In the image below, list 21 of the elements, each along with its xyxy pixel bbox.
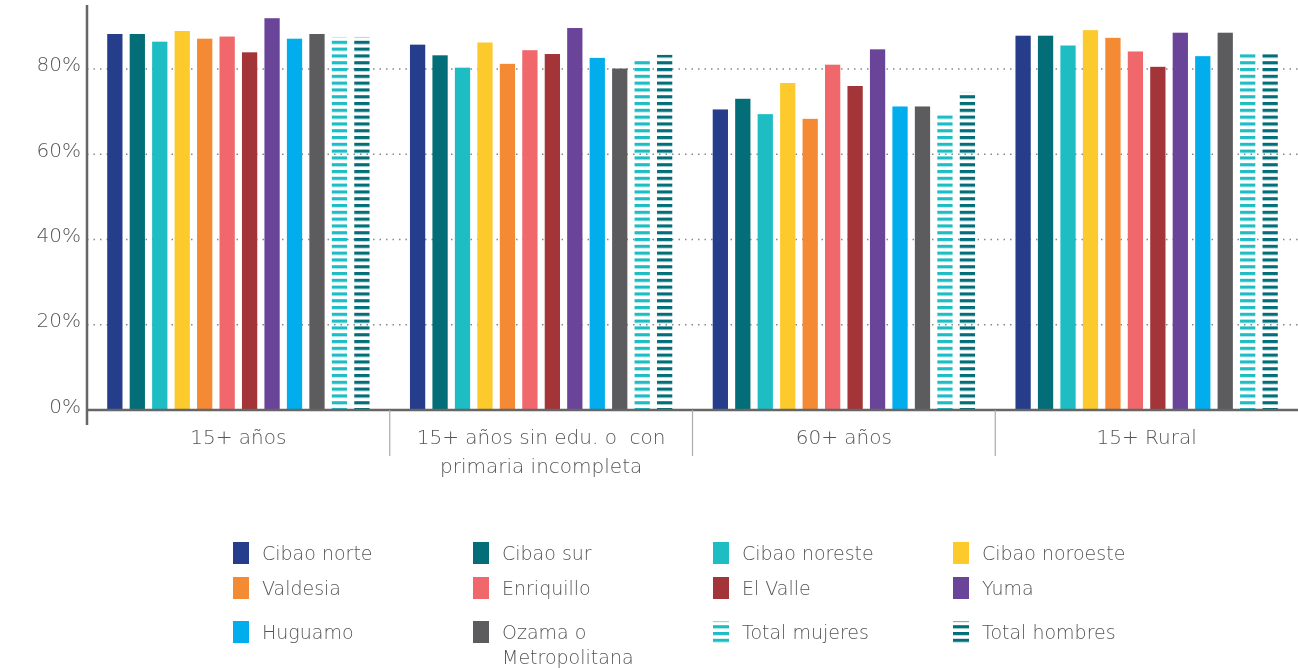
x-tick-label: 60+ años [795,425,892,449]
y-tick-label: 40% [36,222,81,247]
legend-label: Cibao sur [502,542,592,564]
y-tick-label: 80% [36,52,81,77]
y-tick-label: 60% [36,137,81,162]
legend-label: Cibao norte [262,542,373,564]
x-tick-label: 15+ Rural [1096,425,1197,449]
y-tick-label: 20% [36,308,81,333]
legend-label: Total hombres [982,621,1116,643]
legend-label: Cibao noreste [742,542,874,564]
legend-label: Total mujeres [742,621,869,643]
y-tick-label: 0% [49,393,81,418]
legend-label: Cibao noroeste [982,542,1126,564]
legend-label: Huguamo [262,621,354,643]
legend-label: El Valle [742,577,811,599]
legend-label: Enriquillo [502,577,591,599]
x-tick-label: 15+ años [190,425,287,449]
legend-label: Yuma [982,577,1034,599]
legend-label: Ozama o Metropolitana [502,621,634,668]
x-tick-label: 15+ años sin edu. o con primaria incompleta [416,425,666,478]
legend-label: Valdesia [262,577,342,599]
